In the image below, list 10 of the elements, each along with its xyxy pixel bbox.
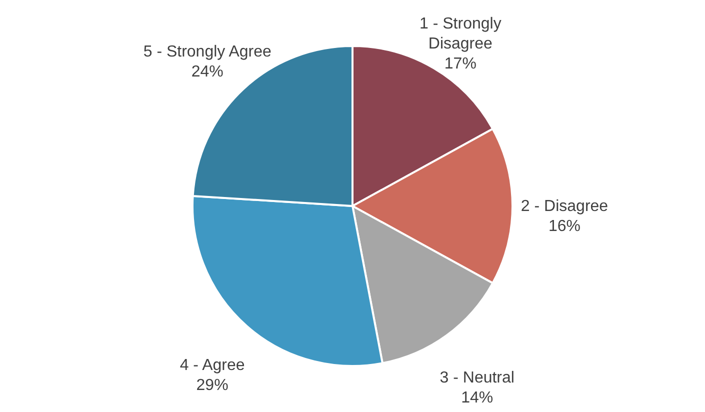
data-label: 29% — [196, 377, 228, 394]
data-label: 24% — [191, 63, 224, 80]
slice-label: 1 - Strongly Disagree — [420, 16, 502, 53]
slice-label: 2 - Disagree — [520, 198, 608, 215]
slice-label: 4 - Agree — [180, 357, 245, 374]
data-label: 17% — [444, 56, 476, 73]
slice-label: 5 - Strongly Agree — [143, 43, 272, 60]
slice-label: 3 - Neutral — [440, 370, 514, 387]
data-label: 16% — [548, 218, 581, 235]
data-label: 14% — [461, 390, 494, 407]
